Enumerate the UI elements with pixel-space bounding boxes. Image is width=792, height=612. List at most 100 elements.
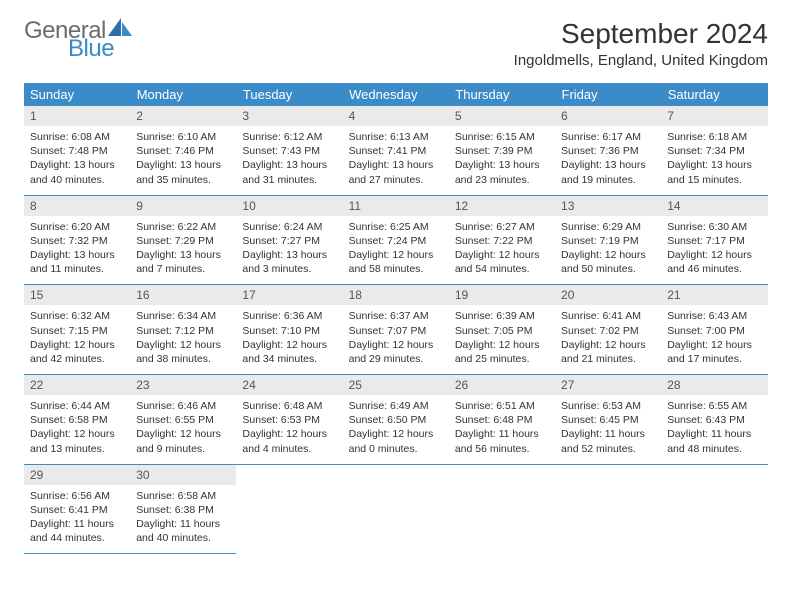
day-number: 23 — [130, 375, 236, 395]
empty-day — [449, 465, 555, 485]
day-body: Sunrise: 6:34 AMSunset: 7:12 PMDaylight:… — [130, 305, 236, 374]
sunrise-line: Sunrise: 6:12 AM — [242, 130, 336, 144]
sunset-line: Sunset: 7:10 PM — [242, 324, 336, 338]
empty-day — [343, 465, 449, 485]
sunset-line: Sunset: 6:41 PM — [30, 503, 124, 517]
day-number: 5 — [449, 106, 555, 126]
day-number: 13 — [555, 196, 661, 216]
sunset-line: Sunset: 7:24 PM — [349, 234, 443, 248]
sunrise-line: Sunrise: 6:15 AM — [455, 130, 549, 144]
day-body: Sunrise: 6:17 AMSunset: 7:36 PMDaylight:… — [555, 126, 661, 195]
day-body: Sunrise: 6:20 AMSunset: 7:32 PMDaylight:… — [24, 216, 130, 285]
day-number: 11 — [343, 196, 449, 216]
daylight-line: Daylight: 11 hours and 56 minutes. — [455, 427, 549, 455]
day-number: 10 — [236, 196, 342, 216]
day-cell — [343, 464, 449, 554]
daylight-line: Daylight: 12 hours and 21 minutes. — [561, 338, 655, 366]
calendar-row: 15Sunrise: 6:32 AMSunset: 7:15 PMDayligh… — [24, 285, 768, 375]
sunrise-line: Sunrise: 6:46 AM — [136, 399, 230, 413]
day-number: 24 — [236, 375, 342, 395]
month-title: September 2024 — [514, 18, 768, 50]
logo-text-blue: Blue — [68, 37, 134, 61]
sunrise-line: Sunrise: 6:13 AM — [349, 130, 443, 144]
daylight-line: Daylight: 13 hours and 7 minutes. — [136, 248, 230, 276]
day-body: Sunrise: 6:51 AMSunset: 6:48 PMDaylight:… — [449, 395, 555, 464]
day-cell: 9Sunrise: 6:22 AMSunset: 7:29 PMDaylight… — [130, 195, 236, 285]
daylight-line: Daylight: 12 hours and 17 minutes. — [667, 338, 761, 366]
sunset-line: Sunset: 7:02 PM — [561, 324, 655, 338]
title-block: September 2024 Ingoldmells, England, Uni… — [514, 18, 768, 77]
sunset-line: Sunset: 6:53 PM — [242, 413, 336, 427]
day-cell: 7Sunrise: 6:18 AMSunset: 7:34 PMDaylight… — [661, 106, 767, 195]
day-cell: 27Sunrise: 6:53 AMSunset: 6:45 PMDayligh… — [555, 375, 661, 465]
day-cell: 6Sunrise: 6:17 AMSunset: 7:36 PMDaylight… — [555, 106, 661, 195]
calendar-table: Sunday Monday Tuesday Wednesday Thursday… — [24, 83, 768, 554]
day-body: Sunrise: 6:41 AMSunset: 7:02 PMDaylight:… — [555, 305, 661, 374]
day-cell: 3Sunrise: 6:12 AMSunset: 7:43 PMDaylight… — [236, 106, 342, 195]
day-cell: 13Sunrise: 6:29 AMSunset: 7:19 PMDayligh… — [555, 195, 661, 285]
day-number: 4 — [343, 106, 449, 126]
sunrise-line: Sunrise: 6:25 AM — [349, 220, 443, 234]
day-body: Sunrise: 6:37 AMSunset: 7:07 PMDaylight:… — [343, 305, 449, 374]
day-cell: 18Sunrise: 6:37 AMSunset: 7:07 PMDayligh… — [343, 285, 449, 375]
daylight-line: Daylight: 13 hours and 35 minutes. — [136, 158, 230, 186]
day-body: Sunrise: 6:27 AMSunset: 7:22 PMDaylight:… — [449, 216, 555, 285]
daylight-line: Daylight: 13 hours and 40 minutes. — [30, 158, 124, 186]
day-body: Sunrise: 6:56 AMSunset: 6:41 PMDaylight:… — [24, 485, 130, 554]
day-body: Sunrise: 6:29 AMSunset: 7:19 PMDaylight:… — [555, 216, 661, 285]
day-number: 20 — [555, 285, 661, 305]
dow-friday: Friday — [555, 83, 661, 106]
day-number: 19 — [449, 285, 555, 305]
daylight-line: Daylight: 11 hours and 44 minutes. — [30, 517, 124, 545]
sunrise-line: Sunrise: 6:43 AM — [667, 309, 761, 323]
sunset-line: Sunset: 7:19 PM — [561, 234, 655, 248]
day-body: Sunrise: 6:18 AMSunset: 7:34 PMDaylight:… — [661, 126, 767, 195]
day-number: 12 — [449, 196, 555, 216]
daylight-line: Daylight: 12 hours and 9 minutes. — [136, 427, 230, 455]
daylight-line: Daylight: 12 hours and 38 minutes. — [136, 338, 230, 366]
sunrise-line: Sunrise: 6:24 AM — [242, 220, 336, 234]
sunrise-line: Sunrise: 6:53 AM — [561, 399, 655, 413]
header: General Blue September 2024 Ingoldmells,… — [24, 18, 768, 77]
day-number: 7 — [661, 106, 767, 126]
day-cell: 12Sunrise: 6:27 AMSunset: 7:22 PMDayligh… — [449, 195, 555, 285]
day-number: 9 — [130, 196, 236, 216]
day-number: 22 — [24, 375, 130, 395]
sunset-line: Sunset: 7:07 PM — [349, 324, 443, 338]
day-cell: 2Sunrise: 6:10 AMSunset: 7:46 PMDaylight… — [130, 106, 236, 195]
daylight-line: Daylight: 13 hours and 3 minutes. — [242, 248, 336, 276]
day-cell: 21Sunrise: 6:43 AMSunset: 7:00 PMDayligh… — [661, 285, 767, 375]
daylight-line: Daylight: 12 hours and 4 minutes. — [242, 427, 336, 455]
daylight-line: Daylight: 11 hours and 48 minutes. — [667, 427, 761, 455]
sunset-line: Sunset: 7:39 PM — [455, 144, 549, 158]
day-number: 26 — [449, 375, 555, 395]
day-number: 6 — [555, 106, 661, 126]
daylight-line: Daylight: 12 hours and 13 minutes. — [30, 427, 124, 455]
day-number: 2 — [130, 106, 236, 126]
dow-row: Sunday Monday Tuesday Wednesday Thursday… — [24, 83, 768, 106]
sunrise-line: Sunrise: 6:39 AM — [455, 309, 549, 323]
day-number: 14 — [661, 196, 767, 216]
day-number: 16 — [130, 285, 236, 305]
sunset-line: Sunset: 7:32 PM — [30, 234, 124, 248]
daylight-line: Daylight: 12 hours and 58 minutes. — [349, 248, 443, 276]
day-cell: 1Sunrise: 6:08 AMSunset: 7:48 PMDaylight… — [24, 106, 130, 195]
calendar-row: 8Sunrise: 6:20 AMSunset: 7:32 PMDaylight… — [24, 195, 768, 285]
day-number: 15 — [24, 285, 130, 305]
daylight-line: Daylight: 12 hours and 54 minutes. — [455, 248, 549, 276]
day-cell: 4Sunrise: 6:13 AMSunset: 7:41 PMDaylight… — [343, 106, 449, 195]
sunset-line: Sunset: 7:05 PM — [455, 324, 549, 338]
day-cell: 8Sunrise: 6:20 AMSunset: 7:32 PMDaylight… — [24, 195, 130, 285]
day-body: Sunrise: 6:44 AMSunset: 6:58 PMDaylight:… — [24, 395, 130, 464]
day-body: Sunrise: 6:55 AMSunset: 6:43 PMDaylight:… — [661, 395, 767, 464]
dow-thursday: Thursday — [449, 83, 555, 106]
day-body: Sunrise: 6:25 AMSunset: 7:24 PMDaylight:… — [343, 216, 449, 285]
day-cell: 16Sunrise: 6:34 AMSunset: 7:12 PMDayligh… — [130, 285, 236, 375]
day-number: 18 — [343, 285, 449, 305]
sunset-line: Sunset: 7:36 PM — [561, 144, 655, 158]
day-number: 30 — [130, 465, 236, 485]
daylight-line: Daylight: 12 hours and 0 minutes. — [349, 427, 443, 455]
sunset-line: Sunset: 7:48 PM — [30, 144, 124, 158]
day-cell: 24Sunrise: 6:48 AMSunset: 6:53 PMDayligh… — [236, 375, 342, 465]
day-body: Sunrise: 6:30 AMSunset: 7:17 PMDaylight:… — [661, 216, 767, 285]
